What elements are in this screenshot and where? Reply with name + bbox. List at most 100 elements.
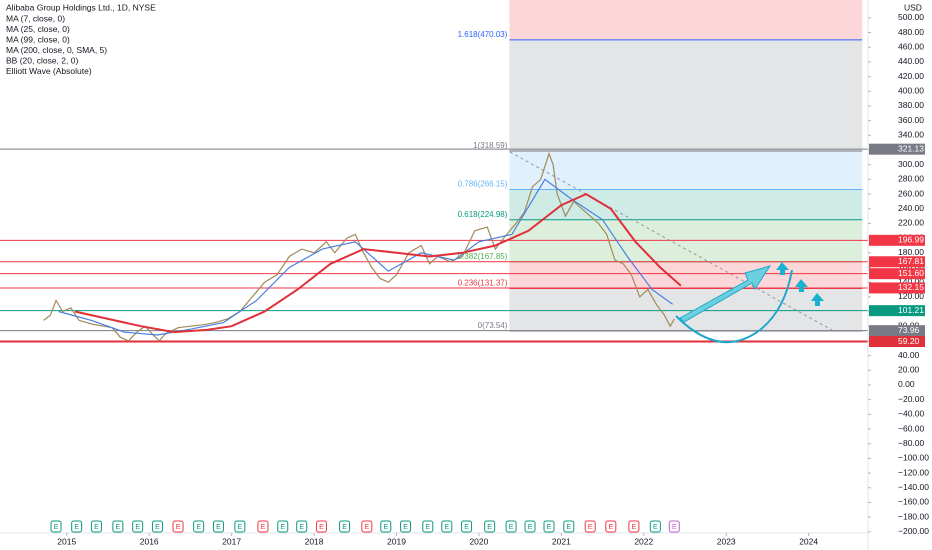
- price-tag-label: 151.60: [898, 268, 924, 278]
- series-line: [43, 151, 675, 342]
- earnings-label: E: [364, 524, 369, 531]
- earnings-marker: [339, 520, 351, 533]
- earnings-marker: [112, 520, 124, 533]
- earnings-marker: [584, 520, 596, 533]
- series-line: [58, 178, 673, 336]
- earnings-label: E: [135, 524, 140, 531]
- earnings-marker: [193, 520, 205, 533]
- earnings-label: E: [94, 524, 99, 531]
- price-tag: [869, 325, 925, 337]
- price-tag-label: 101.21: [898, 305, 924, 315]
- y-tick-label: 380.00: [898, 100, 924, 110]
- earnings-label: E: [238, 524, 243, 531]
- fib-label: 0.236(131.37): [458, 279, 508, 288]
- fib-zone: [509, 189, 863, 220]
- up-arrow: [811, 293, 824, 306]
- earnings-label: E: [672, 524, 677, 531]
- earnings-label: E: [547, 524, 552, 531]
- y-tick-label: 40.00: [898, 350, 920, 360]
- earnings-label: E: [155, 524, 160, 531]
- earnings-marker: [234, 520, 246, 533]
- fib-label: 1.618(470.03): [458, 30, 508, 39]
- earnings-label: E: [299, 524, 304, 531]
- earnings-label: E: [383, 524, 388, 531]
- indicator-label: MA (25, close, 0): [6, 24, 70, 34]
- earnings-marker: [315, 520, 327, 533]
- earnings-label: E: [632, 524, 637, 531]
- y-tick-label: 240.00: [898, 203, 924, 213]
- indicator-label: MA (200, close, 0, SMA, 5): [6, 45, 107, 55]
- earnings-label: E: [444, 524, 449, 531]
- earnings-label: E: [425, 524, 430, 531]
- y-tick-label: 280.00: [898, 174, 924, 184]
- price-tag: [869, 282, 925, 294]
- earnings-label: E: [528, 524, 533, 531]
- x-tick-label: 2016: [140, 536, 159, 546]
- earnings-marker: [422, 520, 434, 533]
- earnings-marker: [605, 520, 617, 533]
- up-arrow: [795, 279, 808, 292]
- y-tick-label: 220.00: [898, 218, 924, 228]
- earnings-marker: [50, 520, 62, 533]
- fib-zone: [509, 151, 863, 190]
- fib-label: 0.618(224.98): [458, 210, 508, 219]
- y-tick-label: 140.00: [898, 276, 924, 286]
- price-tag-label: 167.81: [898, 256, 924, 266]
- y-tick-label: 400.00: [898, 86, 924, 96]
- projection-arrow: [679, 265, 772, 323]
- earnings-label: E: [608, 524, 613, 531]
- earnings-marker: [172, 520, 184, 533]
- earnings-marker: [212, 520, 224, 533]
- earnings-marker: [151, 520, 163, 533]
- earnings-label: E: [216, 524, 221, 531]
- fib-label: 0.786(266.15): [458, 180, 508, 189]
- earnings-label: E: [196, 524, 201, 531]
- earnings-label: E: [54, 524, 59, 531]
- y-tick-label: −40.00: [898, 409, 925, 419]
- chart-title: Alibaba Group Holdings Ltd., 1D, NYSE: [6, 2, 156, 12]
- price-tag: [869, 256, 925, 268]
- price-tag-label: 59.20: [898, 336, 920, 346]
- earnings-marker: [505, 520, 517, 533]
- x-tick-label: 2020: [469, 536, 488, 546]
- earnings-marker: [380, 520, 392, 533]
- earnings-label: E: [319, 524, 324, 531]
- indicator-label: BB (20, close, 2, 0): [6, 55, 78, 65]
- y-tick-label: −120.00: [898, 467, 929, 477]
- x-tick-label: 2019: [387, 536, 406, 546]
- earnings-marker: [563, 520, 575, 533]
- price-tag: [869, 305, 925, 317]
- earnings-label: E: [261, 524, 266, 531]
- indicator-label: Elliott Wave (Absolute): [6, 66, 92, 76]
- fib-label: 0(73.54): [478, 321, 508, 330]
- price-tag: [869, 336, 925, 348]
- y-tick-label: −60.00: [898, 423, 925, 433]
- y-tick-label: −160.00: [898, 497, 929, 507]
- x-tick-label: 2015: [57, 536, 76, 546]
- y-tick-label: −100.00: [898, 453, 929, 463]
- earnings-marker: [400, 520, 412, 533]
- y-tick-label: −140.00: [898, 482, 929, 492]
- y-tick-label: −180.00: [898, 511, 929, 521]
- earnings-label: E: [116, 524, 121, 531]
- earnings-marker: [132, 520, 144, 533]
- y-tick-label: 500.00: [898, 12, 924, 22]
- earnings-marker: [90, 520, 102, 533]
- x-tick-label: 2023: [717, 536, 736, 546]
- price-tag-label: 321.13: [898, 143, 924, 153]
- y-tick-label: 460.00: [898, 41, 924, 51]
- y-tick-label: 420.00: [898, 71, 924, 81]
- price-tag: [869, 268, 925, 280]
- earnings-marker: [461, 520, 473, 533]
- indicator-label: MA (7, close, 0): [6, 13, 65, 23]
- earnings-label: E: [280, 524, 285, 531]
- fib-label: 1(318.59): [473, 141, 508, 150]
- earnings-label: E: [509, 524, 514, 531]
- earnings-marker: [484, 520, 496, 533]
- x-tick-label: 2017: [222, 536, 241, 546]
- earnings-marker: [524, 520, 536, 533]
